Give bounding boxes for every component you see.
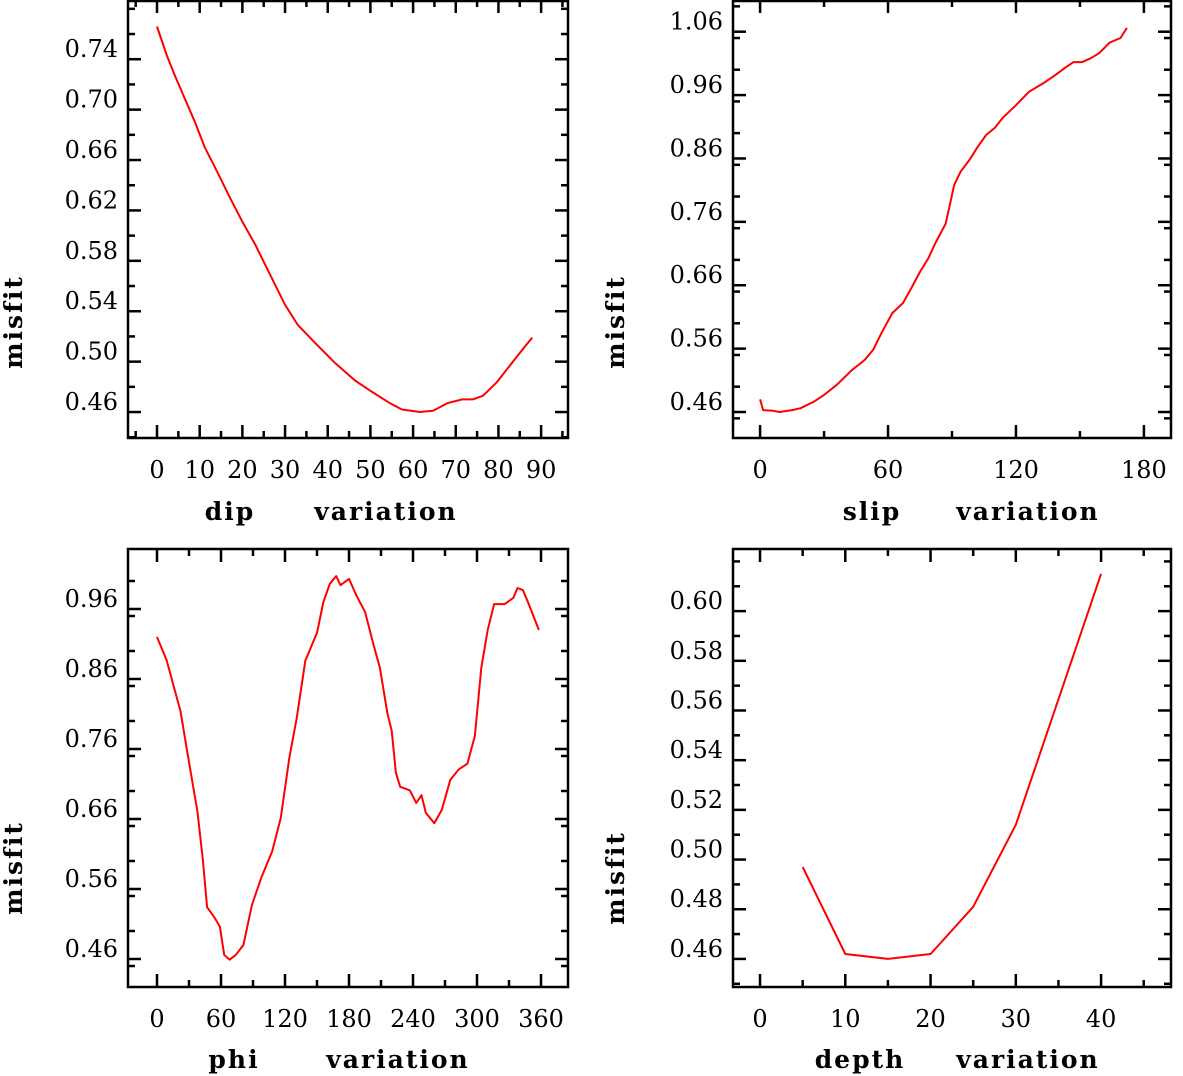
- y-tick-label: 0.66: [65, 795, 118, 823]
- y-tick-label: 0.46: [65, 935, 118, 963]
- x-tick-label: 180: [1121, 456, 1167, 484]
- y-tick-labels: 0.46 0.56 0.66 0.76 0.86 0.96 1.06: [670, 8, 723, 416]
- x-tick-label: 10: [184, 456, 215, 484]
- panel-phi: 0 60 120 180 240 300 360 0.460.560.660.760.860…: [0, 547, 570, 1074]
- y-tick-label: 0.66: [670, 261, 723, 289]
- x-tick-label: 0: [752, 1005, 767, 1033]
- y-tick-label: 0.60: [670, 587, 723, 615]
- x-tick-label: 40: [1086, 1005, 1117, 1033]
- x-tick-label: 20: [915, 1005, 946, 1033]
- phi-misfit-line: [156, 575, 540, 961]
- axis-ticks: [733, 549, 1171, 987]
- x-axis-label-param: depth: [815, 1045, 906, 1074]
- x-tick-label: 0: [149, 456, 164, 484]
- x-tick-label: 80: [483, 456, 514, 484]
- y-tick-label: 0.56: [65, 865, 118, 893]
- y-tick-label: 0.96: [670, 71, 723, 99]
- y-tick-labels: 0.46 0.56 0.66 0.76 0.86 0.96: [65, 585, 118, 963]
- x-tick-label: 0: [752, 456, 767, 484]
- slip-misfit-line: [759, 27, 1128, 413]
- y-tick-labels: 0.46 0.50 0.54 0.58 0.62 0.66 0.70 0.74: [65, 35, 118, 416]
- x-tick-label: 0: [149, 1005, 164, 1033]
- y-tick-label: 0.56: [670, 325, 723, 353]
- depth-misfit-line: [801, 573, 1103, 960]
- y-tick-label: 0.66: [65, 136, 118, 164]
- panel-dip: 0 10 20 30 40 50 60 70 80 90 0.46 0.50 0.54 0.58 0.62…: [0, 0, 570, 526]
- x-axis-label-param: slip: [843, 497, 902, 526]
- y-tick-label: 1.06: [670, 8, 723, 36]
- x-axis-label-param: dip: [205, 497, 255, 526]
- x-tick-label: 30: [1001, 1005, 1032, 1033]
- x-tick-label: 300: [454, 1005, 500, 1033]
- y-tick-label: 0.70: [65, 86, 118, 114]
- y-axis-label: misfit: [601, 831, 630, 925]
- x-tick-label: 40: [312, 456, 343, 484]
- y-tick-label: 0.76: [670, 198, 723, 226]
- x-tick-label: 240: [390, 1005, 436, 1033]
- y-axis-label: misfit: [0, 275, 28, 369]
- y-tick-label: 0.58: [65, 237, 118, 265]
- y-tick-label: 0.54: [670, 736, 723, 764]
- y-tick-labels: 0.46 0.48 0.50 0.52 0.54 0.56 0.58 0.60: [670, 587, 723, 963]
- y-tick-label: 0.96: [65, 585, 118, 613]
- x-tick-label: 10: [830, 1005, 861, 1033]
- x-tick-labels: 0 60 120 180 240 300 360: [149, 1005, 564, 1033]
- panel-slip: 0 60 120 180 0.46 0.56 0.66 0.76 0.86 0.96 1.06 s…: [601, 0, 1173, 526]
- y-tick-label: 0.52: [670, 786, 723, 814]
- x-axis-label-param: phi: [208, 1045, 259, 1074]
- x-axis-label-variation: variation: [955, 1045, 1100, 1074]
- y-tick-label: 0.50: [670, 836, 723, 864]
- y-tick-label: 0.48: [670, 885, 723, 913]
- y-tick-label: 0.46: [670, 388, 723, 416]
- y-tick-label: 0.46: [65, 388, 118, 416]
- axis-ticks: [128, 549, 568, 987]
- y-tick-label: 0.62: [65, 186, 118, 214]
- axis-ticks: [733, 0, 1171, 438]
- plot-frame: [731, 0, 1173, 440]
- x-tick-label: 180: [326, 1005, 372, 1033]
- y-axis-label: misfit: [0, 821, 28, 915]
- dip-misfit-line: [156, 26, 533, 413]
- y-tick-label: 0.86: [670, 134, 723, 162]
- x-tick-label: 60: [206, 1005, 237, 1033]
- plot-frame: [126, 0, 570, 440]
- x-tick-label: 70: [440, 456, 471, 484]
- x-axis-label-variation: variation: [325, 1045, 470, 1074]
- x-tick-label: 20: [227, 456, 258, 484]
- x-tick-label: 50: [355, 456, 386, 484]
- y-tick-label: 0.50: [65, 338, 118, 366]
- plot-frame: [126, 547, 570, 989]
- x-tick-label: 30: [270, 456, 301, 484]
- x-tick-labels: 0 60 120 180: [752, 456, 1166, 484]
- x-tick-labels: 0 10 20 30 40 50 60 70 80 90: [149, 456, 556, 484]
- y-tick-label: 0.46: [670, 935, 723, 963]
- x-tick-label: 360: [518, 1005, 564, 1033]
- x-tick-label: 60: [873, 456, 904, 484]
- y-tick-label: 0.56: [670, 686, 723, 714]
- y-tick-label: 0.54: [65, 287, 118, 315]
- y-tick-label: 0.86: [65, 655, 118, 683]
- x-tick-label: 60: [398, 456, 429, 484]
- x-tick-label: 120: [993, 456, 1039, 484]
- y-axis-label: misfit: [601, 275, 630, 369]
- x-tick-labels: 0 10 20 30 40: [752, 1005, 1116, 1033]
- x-tick-label: 90: [526, 456, 557, 484]
- x-axis-label-variation: variation: [313, 497, 458, 526]
- x-tick-label: 120: [262, 1005, 308, 1033]
- y-tick-label: 0.76: [65, 725, 118, 753]
- plot-frame: [731, 547, 1173, 989]
- y-tick-label: 0.74: [65, 35, 118, 63]
- panel-depth: 0 10 20 30 40 0.460.480.500.520.540.560.580.…: [601, 547, 1173, 1074]
- y-tick-label: 0.58: [670, 637, 723, 665]
- axis-ticks: [128, 0, 568, 439]
- x-axis-label-variation: variation: [955, 497, 1100, 526]
